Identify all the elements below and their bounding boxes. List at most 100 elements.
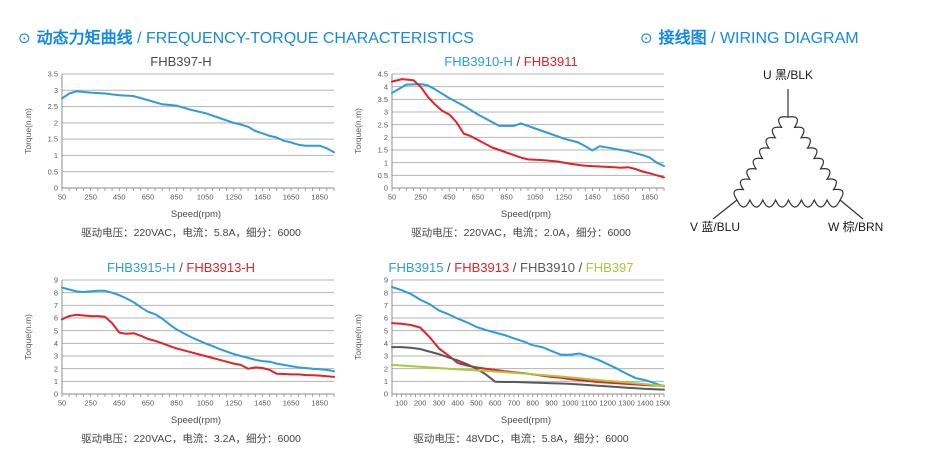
svg-text:Torque(n.m): Torque(n.m) (23, 314, 33, 360)
svg-text:3: 3 (54, 352, 58, 361)
svg-text:3.5: 3.5 (48, 70, 58, 79)
svg-text:250: 250 (414, 193, 427, 202)
bullet-icon: ⊙ (18, 30, 31, 47)
svg-text:1400: 1400 (637, 399, 654, 408)
svg-text:7: 7 (54, 301, 58, 310)
svg-text:450: 450 (113, 399, 126, 408)
svg-text:300: 300 (433, 399, 446, 408)
svg-text:4: 4 (384, 82, 388, 91)
svg-text:1050: 1050 (527, 193, 544, 202)
svg-text:4: 4 (54, 339, 58, 348)
section-header-torque: ⊙ 动态力矩曲线 / FREQUENCY-TORQUE CHARACTERISTI… (18, 24, 474, 48)
svg-text:2: 2 (384, 133, 388, 142)
svg-text:600: 600 (489, 399, 502, 408)
svg-text:1250: 1250 (555, 193, 572, 202)
svg-text:3: 3 (384, 352, 388, 361)
title-separator: / (443, 260, 455, 275)
series-name: FHB3915 (388, 260, 444, 275)
svg-text:650: 650 (142, 399, 155, 408)
svg-text:900: 900 (545, 399, 558, 408)
section-title-en: WIRING DIAGRAM (719, 30, 859, 47)
wiring-diagram: U 黑/BLK V 蓝/BLU W 棕/BRN (690, 60, 940, 245)
svg-text:1650: 1650 (613, 193, 630, 202)
section-title-en: FREQUENCY-TORQUE CHARACTERISTICS (145, 30, 474, 47)
svg-text:1: 1 (54, 151, 58, 160)
svg-text:0.5: 0.5 (378, 171, 388, 180)
series-name: FHB3910-H (444, 54, 513, 69)
svg-text:9: 9 (384, 276, 388, 285)
svg-text:50: 50 (388, 193, 396, 202)
svg-text:500: 500 (470, 399, 483, 408)
svg-text:3: 3 (384, 108, 388, 117)
svg-text:6: 6 (54, 314, 58, 323)
svg-text:7: 7 (384, 301, 388, 310)
svg-text:2: 2 (54, 118, 58, 127)
x-axis-label: Speed(rpm) (170, 415, 222, 426)
chart-title: FHB3910-H / FHB3911 (352, 54, 670, 70)
title-separator: / (574, 260, 586, 275)
svg-text:1: 1 (384, 158, 388, 167)
chart-caption: 驱动电压：220VAC，电流：3.2A，细分：6000 (81, 433, 301, 445)
svg-text:2.5: 2.5 (48, 102, 58, 111)
x-axis-label: Speed(rpm) (500, 415, 552, 426)
svg-text:0: 0 (384, 390, 388, 399)
chart-fhb3915-h-fhb3913-h: FHB3915-H / FHB3913-H 0 1 2 3 4 5 6 7 8 9 50 250 450… (22, 260, 340, 446)
title-separator: / (509, 260, 521, 275)
svg-text:2: 2 (54, 364, 58, 373)
svg-text:1250: 1250 (225, 193, 242, 202)
svg-text:1850: 1850 (641, 193, 658, 202)
svg-text:1100: 1100 (581, 399, 597, 408)
chart-caption: 驱动电压：48VDC，电流：5.8A，细分：6000 (413, 433, 629, 445)
svg-text:800: 800 (526, 399, 539, 408)
chart-fhb3910-h-fhb3911: FHB3910-H / FHB3911 0 0.5 1 1.5 2 2.5 3 3.5 4 4.5… (352, 54, 670, 240)
svg-text:8: 8 (54, 288, 58, 297)
svg-text:3.5: 3.5 (378, 95, 388, 104)
series-name: FHB397-H (150, 54, 212, 69)
section-title-sep: / (706, 30, 720, 47)
svg-text:1650: 1650 (283, 193, 300, 202)
svg-text:850: 850 (170, 399, 183, 408)
series-name: FHB3911 (523, 54, 578, 69)
svg-text:1.5: 1.5 (378, 146, 388, 155)
svg-text:Torque(n.m): Torque(n.m) (353, 314, 363, 360)
svg-text:1450: 1450 (254, 193, 271, 202)
torque-chart-plot: 0 0.5 1 1.5 2 2.5 3 3.5 4 4.5 50 250 450 650 850 1050 12… (353, 70, 665, 202)
title-separator: / (175, 260, 187, 275)
x-axis-label: Speed(rpm) (500, 209, 552, 220)
svg-text:1000: 1000 (562, 399, 579, 408)
chart-title: FHB3915-H / FHB3913-H (22, 260, 340, 276)
svg-text:100: 100 (395, 399, 408, 408)
svg-text:Torque(n.m): Torque(n.m) (23, 108, 33, 154)
svg-text:6: 6 (384, 314, 388, 323)
terminal-u-label: U 黑/BLK (762, 68, 814, 82)
svg-text:1850: 1850 (311, 399, 328, 408)
svg-text:1450: 1450 (254, 399, 271, 408)
title-separator: / (512, 54, 524, 69)
svg-text:850: 850 (170, 193, 183, 202)
svg-text:2: 2 (384, 364, 388, 373)
series-name: FHB3915-H (106, 260, 176, 275)
svg-text:1850: 1850 (311, 193, 328, 202)
svg-text:200: 200 (414, 399, 427, 408)
section-header-wiring: ⊙ 接线图 / WIRING DIAGRAM (640, 24, 859, 48)
torque-chart-plot: 0 1 2 3 4 5 6 7 8 9 100 200 300 400 500 600 700 800 900 100… (353, 276, 670, 408)
terminal-w-label: W 棕/BRN (828, 220, 884, 234)
svg-text:1250: 1250 (225, 399, 242, 408)
svg-text:3: 3 (54, 86, 58, 95)
series-name: FHB397 (585, 260, 634, 275)
svg-text:650: 650 (142, 193, 155, 202)
svg-text:1: 1 (54, 377, 58, 386)
svg-text:Torque(n.m): Torque(n.m) (353, 108, 363, 154)
chart-title: FHB3915 / FHB3913 / FHB3910 / FHB397 (352, 260, 670, 276)
svg-text:2.5: 2.5 (378, 120, 388, 129)
section-title-zh: 接线图 (658, 30, 707, 47)
svg-text:650: 650 (472, 193, 485, 202)
svg-text:0.5: 0.5 (48, 167, 58, 176)
chart-fhb397-h: FHB397-H 0 0.5 1 1.5 2 2.5 3 3.5 50 250 450 650 850 1… (22, 54, 340, 240)
svg-text:850: 850 (500, 193, 513, 202)
delta-winding-icon (712, 89, 864, 220)
svg-text:4.5: 4.5 (378, 70, 388, 79)
svg-text:0: 0 (54, 390, 58, 399)
svg-text:1050: 1050 (197, 399, 214, 408)
